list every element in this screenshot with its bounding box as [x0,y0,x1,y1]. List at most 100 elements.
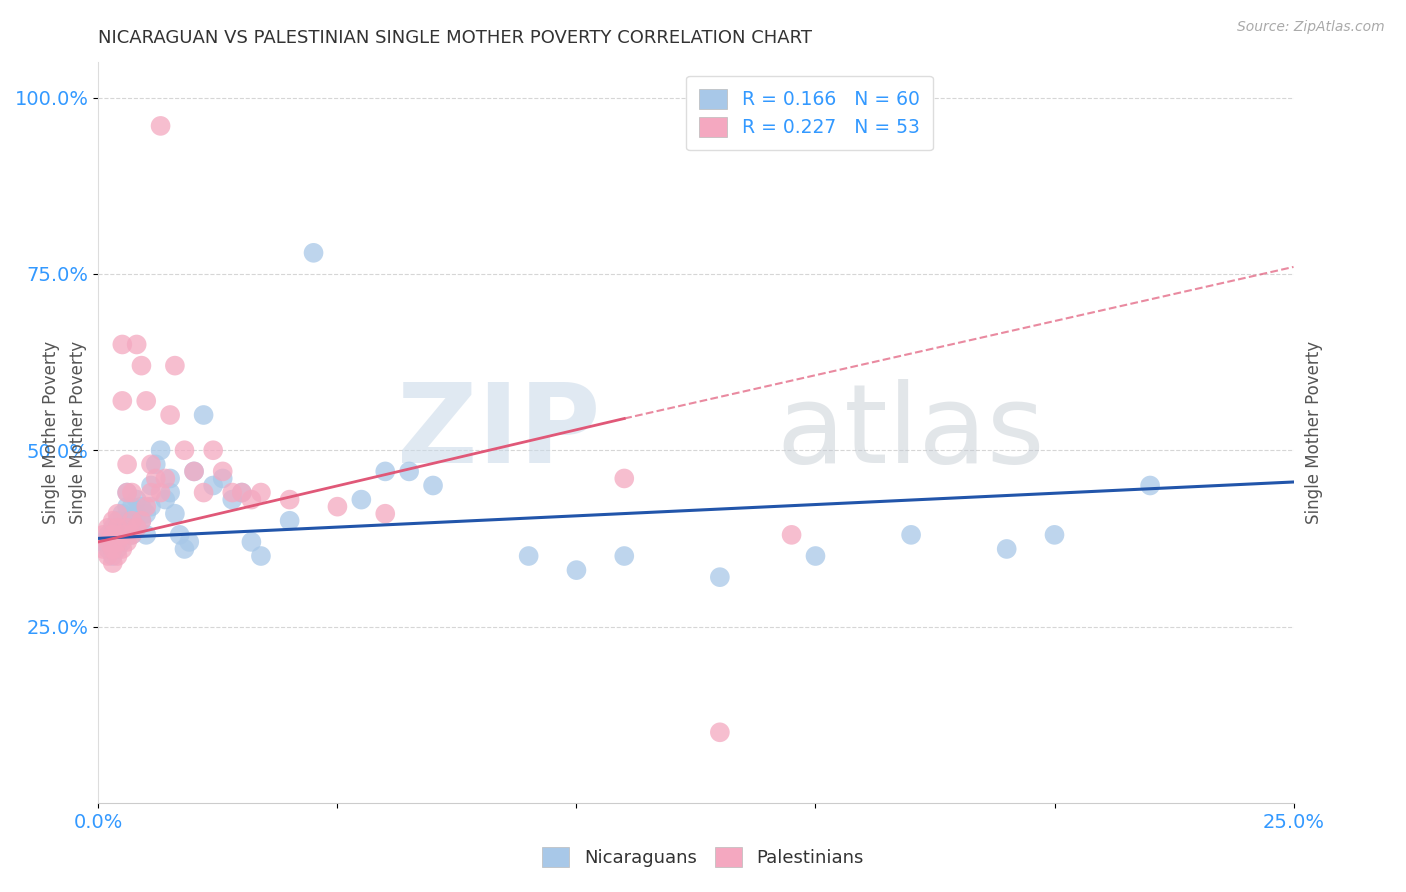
Point [1139,478,1161,492]
Point [398,464,420,478]
Point [131,514,153,528]
Point [115,535,138,549]
Point [211,471,233,485]
Point [780,528,803,542]
Point [101,528,124,542]
Point [240,492,263,507]
Point [159,408,181,422]
Point [97,541,120,556]
Text: Single Mother Poverty: Single Mother Poverty [42,341,59,524]
Point [97,549,120,563]
Point [101,521,124,535]
Point [155,471,177,485]
Point [422,478,444,492]
Point [231,485,253,500]
Point [111,535,134,549]
Point [107,528,129,542]
Y-axis label: Single Mother Poverty: Single Mother Poverty [69,341,87,524]
Point [125,521,148,535]
Point [202,478,225,492]
Point [173,443,195,458]
Point [709,570,731,584]
Point [115,521,138,535]
Point [107,541,129,556]
Point [183,464,205,478]
Point [302,245,325,260]
Point [613,549,636,563]
Point [111,528,134,542]
Point [115,500,138,514]
Text: Source: ZipAtlas.com: Source: ZipAtlas.com [1237,20,1385,34]
Point [111,507,134,521]
Y-axis label: Single Mother Poverty: Single Mother Poverty [1305,341,1323,524]
Point [995,541,1018,556]
Point [125,521,148,535]
Point [107,549,129,563]
Point [202,443,225,458]
Text: ZIP: ZIP [396,379,600,486]
Point [121,514,143,528]
Point [91,535,114,549]
Point [193,408,215,422]
Point [374,507,396,521]
Point [159,485,181,500]
Point [91,541,114,556]
Point [125,337,148,351]
Point [135,528,157,542]
Point [121,528,143,542]
Point [278,514,301,528]
Point [169,528,191,542]
Point [613,471,636,485]
Point [221,492,243,507]
Point [709,725,731,739]
Point [111,541,134,556]
Point [149,485,172,500]
Point [565,563,588,577]
Point [163,359,186,373]
Point [149,443,172,458]
Point [1043,528,1066,542]
Point [111,521,134,535]
Point [121,485,143,500]
Point [145,458,167,472]
Point [101,535,124,549]
Point [139,478,162,492]
Point [125,507,148,521]
Point [149,119,172,133]
Point [193,485,215,500]
Point [107,514,129,528]
Point [804,549,827,563]
Point [101,556,124,570]
Point [125,492,148,507]
Point [159,471,181,485]
Point [97,535,120,549]
Point [115,514,138,528]
Point [278,492,301,507]
Point [111,337,134,351]
Point [101,541,124,556]
Point [107,521,129,535]
Point [145,471,167,485]
Point [131,514,153,528]
Point [115,528,138,542]
Point [135,507,157,521]
Point [97,528,120,542]
Point [115,458,138,472]
Point [231,485,253,500]
Point [107,535,129,549]
Point [115,485,138,500]
Point [211,464,233,478]
Legend: R = 0.166   N = 60, R = 0.227   N = 53: R = 0.166 N = 60, R = 0.227 N = 53 [686,76,934,150]
Point [250,549,273,563]
Point [121,500,143,514]
Text: atlas: atlas [778,379,1045,486]
Point [221,485,243,500]
Point [91,528,114,542]
Point [139,500,162,514]
Point [179,535,201,549]
Point [101,549,124,563]
Point [131,500,153,514]
Legend: Nicaraguans, Palestinians: Nicaraguans, Palestinians [536,839,870,874]
Point [97,521,120,535]
Point [111,393,134,408]
